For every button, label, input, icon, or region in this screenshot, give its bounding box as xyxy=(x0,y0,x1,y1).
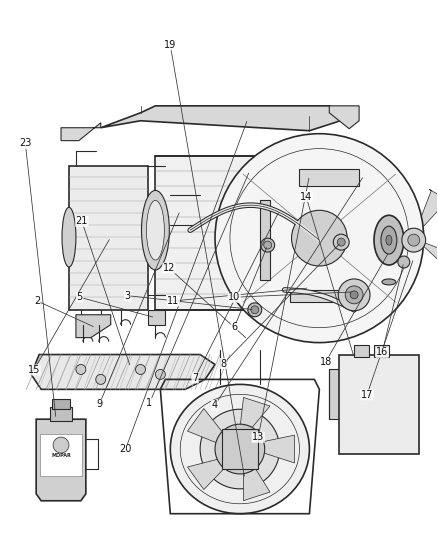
Text: 6: 6 xyxy=(231,322,237,333)
Text: 12: 12 xyxy=(163,263,175,273)
Bar xyxy=(69,166,148,310)
Bar xyxy=(260,200,270,280)
Text: 10: 10 xyxy=(228,292,240,302)
Bar xyxy=(339,354,419,454)
Text: 4: 4 xyxy=(212,400,218,410)
Bar xyxy=(374,345,389,357)
Text: 20: 20 xyxy=(119,445,131,455)
Circle shape xyxy=(248,303,262,317)
Text: 1: 1 xyxy=(146,398,152,408)
Polygon shape xyxy=(236,398,270,461)
Circle shape xyxy=(402,228,426,252)
Text: 5: 5 xyxy=(77,292,83,302)
Polygon shape xyxy=(378,231,419,291)
Bar xyxy=(354,345,369,357)
Text: 17: 17 xyxy=(361,390,373,400)
Circle shape xyxy=(230,439,250,459)
Circle shape xyxy=(333,234,349,250)
Ellipse shape xyxy=(62,207,76,267)
Polygon shape xyxy=(409,189,438,249)
Bar xyxy=(52,399,70,409)
Circle shape xyxy=(345,286,363,304)
Text: 23: 23 xyxy=(19,139,32,149)
Circle shape xyxy=(135,365,145,375)
Ellipse shape xyxy=(146,200,164,260)
Polygon shape xyxy=(329,106,359,129)
Polygon shape xyxy=(101,106,354,131)
Ellipse shape xyxy=(374,215,404,265)
Text: 15: 15 xyxy=(28,365,40,375)
Polygon shape xyxy=(76,315,111,337)
Circle shape xyxy=(338,279,370,311)
Text: 14: 14 xyxy=(300,191,312,201)
Circle shape xyxy=(398,256,410,268)
Text: 19: 19 xyxy=(164,40,177,50)
Text: 21: 21 xyxy=(76,216,88,227)
Circle shape xyxy=(350,291,358,299)
Text: 9: 9 xyxy=(96,399,102,409)
Bar xyxy=(155,156,349,310)
Bar xyxy=(290,290,349,302)
Polygon shape xyxy=(329,369,344,419)
Bar xyxy=(222,429,258,469)
Circle shape xyxy=(96,375,106,384)
Polygon shape xyxy=(363,204,422,245)
Bar xyxy=(40,434,82,476)
Polygon shape xyxy=(61,123,101,141)
Ellipse shape xyxy=(170,384,309,514)
Text: 2: 2 xyxy=(34,296,40,306)
Circle shape xyxy=(251,306,259,314)
Text: 16: 16 xyxy=(376,348,389,358)
Bar xyxy=(349,160,371,198)
Circle shape xyxy=(408,234,420,246)
Circle shape xyxy=(200,409,279,489)
Bar xyxy=(50,407,72,421)
Polygon shape xyxy=(187,408,250,456)
Ellipse shape xyxy=(141,190,170,270)
Polygon shape xyxy=(405,235,438,276)
Circle shape xyxy=(292,211,347,266)
Text: 13: 13 xyxy=(252,432,264,442)
Circle shape xyxy=(53,437,69,453)
Polygon shape xyxy=(36,419,86,501)
Circle shape xyxy=(215,424,265,474)
Ellipse shape xyxy=(386,235,392,245)
Polygon shape xyxy=(236,438,270,500)
Polygon shape xyxy=(260,168,399,295)
Text: 11: 11 xyxy=(167,296,180,306)
Text: 18: 18 xyxy=(319,357,332,367)
Circle shape xyxy=(264,241,272,249)
Polygon shape xyxy=(148,310,165,325)
Text: MOPAR: MOPAR xyxy=(51,453,71,457)
Polygon shape xyxy=(187,442,250,489)
Text: 7: 7 xyxy=(192,373,198,383)
Circle shape xyxy=(215,134,424,343)
Circle shape xyxy=(76,365,86,375)
Ellipse shape xyxy=(382,279,396,285)
Circle shape xyxy=(337,238,345,246)
Polygon shape xyxy=(31,354,215,389)
Polygon shape xyxy=(228,435,294,463)
Text: 8: 8 xyxy=(220,359,226,368)
Text: 3: 3 xyxy=(124,290,131,301)
Circle shape xyxy=(155,369,165,379)
Circle shape xyxy=(261,238,275,252)
Ellipse shape xyxy=(381,226,397,254)
Bar xyxy=(300,168,359,187)
